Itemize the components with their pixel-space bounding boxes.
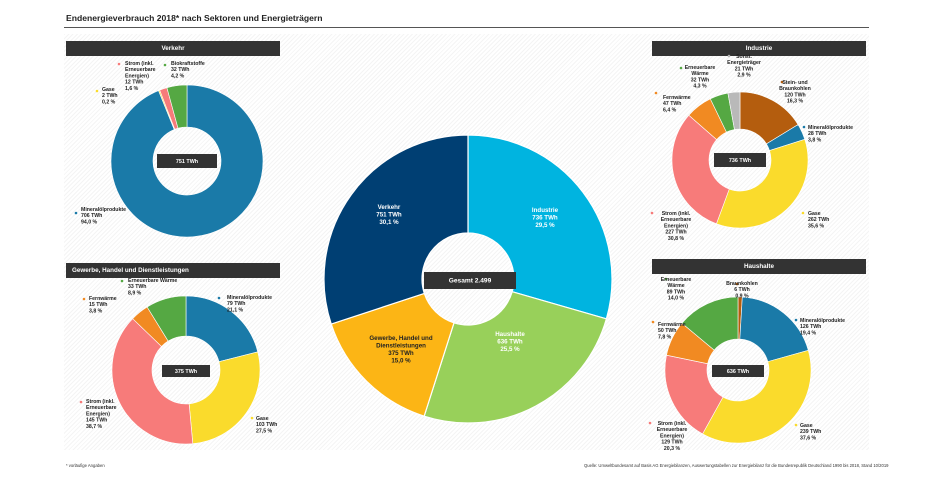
panel-title-industrie: Industrie — [745, 45, 773, 52]
legend-dot-industrie-minoel — [802, 125, 806, 129]
slice-verkehr-biokraft — [166, 84, 188, 129]
label-haushalte-minoel: Mineralölprodukte 126 TWh 19,4 % — [800, 318, 845, 336]
legend-dot-verkehr-gase — [95, 89, 99, 93]
label-ghd-fernwaerme: Fernwärme 15 TWh 3,8 % — [89, 296, 117, 314]
slice-gesamt-haushalte — [423, 290, 608, 424]
footnote: * vorläufige Angaben — [66, 463, 105, 468]
label-verkehr-minoel: Mineralölprodukte 706 TWh 94,0 % — [81, 207, 126, 225]
legend-dot-haushalte-kohle — [735, 282, 739, 286]
legend-dot-industrie-sonstige — [727, 54, 731, 58]
source-note: Quelle: Umweltbundesamt auf Basis AG Ene… — [584, 463, 889, 468]
legend-dot-haushalte-ee_waerme — [664, 277, 668, 281]
label-industrie-gase: Gase 262 TWh 35,6 % — [808, 211, 829, 229]
legend-dot-verkehr-minoel — [74, 211, 78, 215]
legend-dot-verkehr-strom — [117, 62, 121, 66]
legend-dot-ghd-gase — [250, 416, 254, 420]
center-label-ghd: 375 TWh — [175, 369, 197, 375]
label-ghd-ee_waerme: Erneuerbare Wärme 33 TWh 8,9 % — [128, 278, 177, 296]
center-label-industrie: 736 TWh — [729, 158, 751, 164]
label-verkehr-strom: Strom (inkl. Erneuerbare Energien) 12 TWh 1,… — [125, 61, 156, 92]
slice-industrie-strom — [671, 114, 730, 225]
legend-dot-ghd-ee_waerme — [120, 279, 124, 283]
donut-haushalte: 636 TWh — [664, 296, 812, 444]
legend-dot-ghd-minoel — [217, 296, 221, 300]
label-gesamt-industrie: Industrie 736 TWh 29,5 % — [532, 207, 559, 229]
label-ghd-minoel: Mineralölprodukte 79 TWh 21,1 % — [227, 295, 272, 313]
label-ghd-gase: Gase 103 TWh 27,5 % — [256, 416, 277, 434]
label-haushalte-fernwaerme: Fernwärme 50 TWh 7,8 % — [658, 322, 686, 340]
label-industrie-sonstige: Sonst. Energieträger 21 TWh 2,9 % — [727, 54, 761, 79]
slice-industrie-gase — [716, 138, 809, 229]
donut-ghd: 375 TWh — [111, 295, 261, 445]
page-title: Endenergieverbrauch 2018* nach Sektoren … — [66, 13, 323, 23]
legend-dot-haushalte-minoel — [794, 318, 798, 322]
center-label-verkehr: 751 TWh — [176, 159, 198, 165]
center-label-box-ghd — [162, 365, 210, 377]
label-verkehr-biokraft: Biokraftstoffe 32 TWh 4,2 % — [171, 61, 205, 79]
center-label-box-gesamt — [424, 272, 516, 289]
slice-haushalte-ee_waerme — [681, 296, 739, 351]
panel-title-verkehr: Verkehr — [161, 45, 185, 52]
panel-header-ghd: Gewerbe, Handel und Dienstleistungen — [66, 263, 280, 278]
panel-header-verkehr: Verkehr — [66, 41, 280, 56]
panel-title-haushalte: Haushalte — [743, 263, 775, 270]
slice-gesamt-ghd — [330, 292, 455, 417]
label-industrie-strom: Strom (inkl. Erneuerbare Energien) 227 TWh 3… — [661, 211, 692, 242]
panel-header-industrie: Industrie — [652, 41, 866, 56]
center-label-box-haushalte — [712, 365, 764, 377]
donut-verkehr: 751 TWh — [110, 84, 264, 238]
label-industrie-fernwaerme: Fernwärme 47 TWh 6,4 % — [663, 95, 691, 113]
slice-ghd-gase — [188, 351, 261, 445]
donut-industrie: 736 TWh — [671, 91, 809, 229]
panel-header-haushalte: Haushalte — [652, 259, 866, 274]
legend-dot-haushalte-strom — [648, 421, 652, 425]
legend-dot-industrie-ee_waerme — [679, 66, 683, 70]
slice-gesamt-verkehr — [323, 134, 469, 325]
slice-haushalte-minoel — [739, 296, 809, 363]
panel-title-ghd: Gewerbe, Handel und Dienstleistungen — [72, 267, 189, 274]
legend-dot-verkehr-biokraft — [163, 63, 167, 67]
label-verkehr-gase: Gase 2 TWh 0,2 % — [102, 87, 118, 105]
label-haushalte-strom: Strom (inkl. Erneuerbare Energien) 129 TWh 2… — [657, 421, 688, 452]
center-label-box-industrie — [714, 153, 766, 167]
label-industrie-ee_waerme: Erneuerbare Wärme 32 TWh 4,3 % — [685, 65, 716, 90]
legend-dot-industrie-strom — [650, 211, 654, 215]
slice-verkehr-minoel — [110, 84, 264, 238]
center-label-haushalte: 636 TWh — [727, 369, 749, 375]
label-gesamt-haushalte: Haushalte 636 TWh 25,5 % — [495, 331, 525, 353]
center-label-gesamt: Gesamt 2.499 — [449, 278, 492, 285]
label-ghd-strom: Strom (inkl. Erneuerbare Energien) 145 TWh 3… — [86, 399, 117, 430]
center-label-box-verkehr — [157, 154, 217, 168]
label-haushalte-gase: Gase 239 TWh 37,6 % — [800, 423, 821, 441]
slice-ghd-minoel — [185, 295, 259, 363]
label-haushalte-kohle: Braunkohlen 6 TWh 0,9 % — [726, 281, 758, 299]
slice-ghd-strom — [111, 318, 194, 445]
legend-dot-ghd-strom — [79, 400, 83, 404]
legend-dot-haushalte-fernwaerme — [651, 320, 655, 324]
label-industrie-minoel: Mineralölprodukte 28 TWh 3,8 % — [808, 125, 853, 143]
label-gesamt-verkehr: Verkehr 751 TWh 30,1 % — [376, 204, 402, 226]
slice-haushalte-gase — [702, 349, 812, 444]
legend-dot-industrie-fernwaerme — [654, 91, 658, 95]
legend-dot-ghd-fernwaerme — [82, 297, 86, 301]
slice-industrie-sonstige — [727, 91, 741, 130]
label-gesamt-ghd: Gewerbe, Handel und Dienstleistungen 375 T… — [369, 335, 432, 364]
slice-haushalte-strom — [664, 354, 724, 435]
label-haushalte-ee_waerme: Erneuerbare Wärme 89 TWh 14,0 % — [661, 277, 692, 302]
slice-gesamt-industrie — [467, 134, 613, 320]
slice-ghd-ee_waerme — [146, 295, 187, 342]
legend-dot-industrie-kohle — [780, 80, 784, 84]
title-divider — [64, 27, 869, 28]
legend-dot-industrie-gase — [801, 211, 805, 215]
donut-gesamt: Gesamt 2.499 — [323, 134, 613, 424]
legend-dot-haushalte-gase — [794, 423, 798, 427]
label-industrie-kohle: Stein- und Braunkohlen 120 TWh 16,3 % — [779, 80, 811, 105]
